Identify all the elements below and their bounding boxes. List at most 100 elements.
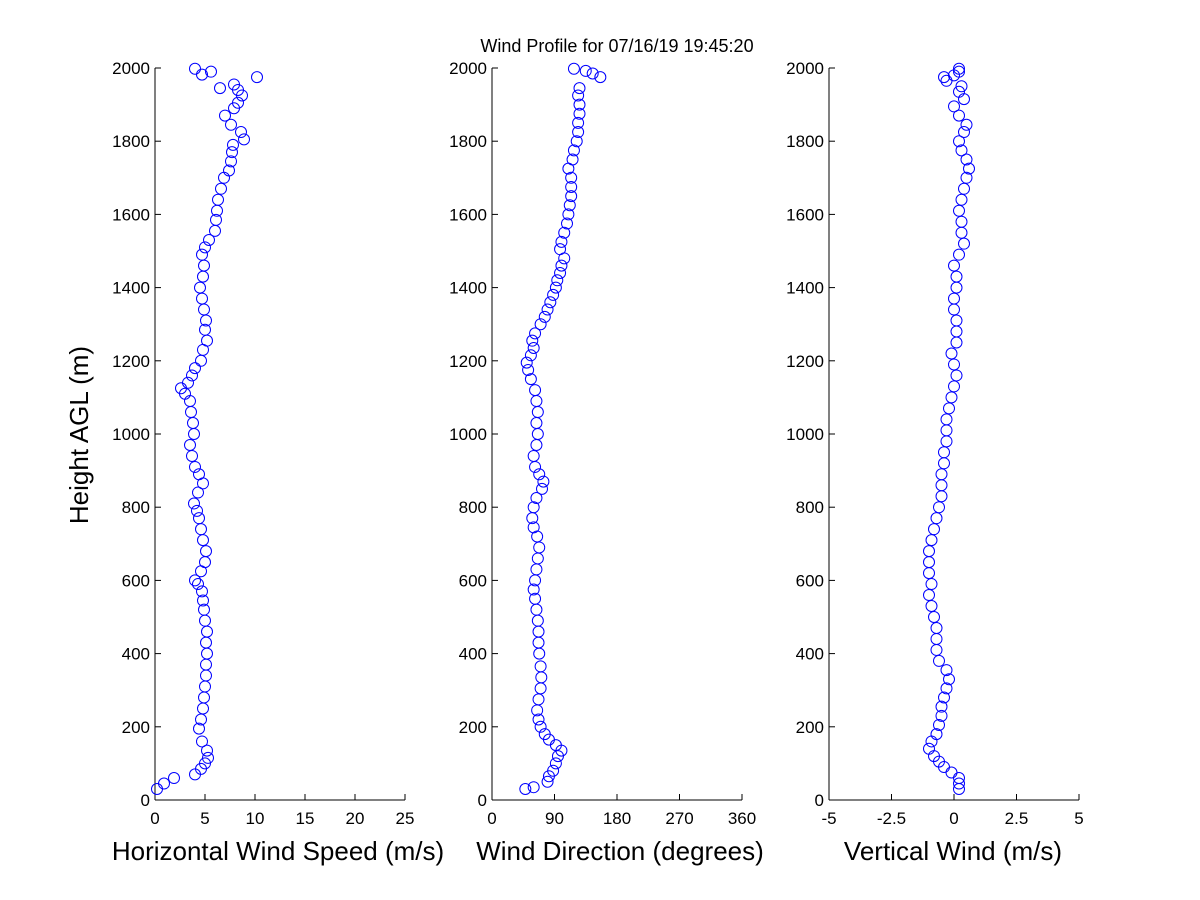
data-point [923,742,935,755]
x-tick-label: 20 [346,809,365,828]
y-tick-label: 800 [796,498,824,517]
data-point [531,552,544,565]
data-point [215,182,227,195]
data-point [933,718,945,731]
data-point [950,325,963,338]
data-point [534,318,547,331]
data-point [547,288,560,301]
data-point [534,660,547,673]
x-tick-label: -2.5 [877,809,906,828]
data-point [930,512,943,525]
data-point [537,475,550,488]
data-point [530,563,543,576]
data-point [923,545,935,558]
data-point [533,541,546,554]
data-point [197,534,209,547]
data-point [223,164,235,177]
y-tick-label: 1800 [449,132,487,151]
data-point [194,281,206,294]
data-point [530,603,543,616]
data-point [200,636,212,649]
data-point [184,438,196,451]
data-point [186,449,198,462]
data-point [940,664,953,677]
data-point [935,468,948,481]
data-point [930,621,943,634]
data-point [193,512,205,525]
y-tick-label: 800 [122,498,150,517]
x-tick-label: 180 [603,809,631,828]
data-point [531,428,544,440]
data-point [925,578,938,591]
vertical-wind-panel: 0 200 400 600 800 1000 1200 1400 1600 1800 2000 -5 -… [786,59,1084,866]
y-tick-label: 1000 [786,425,824,444]
data-point [943,673,955,686]
data-point [547,764,560,777]
data-point [945,391,958,404]
data-point [535,671,548,684]
data-point [197,270,209,283]
data-point [953,85,965,98]
data-point [529,592,542,605]
data-point [532,713,545,726]
data-point [940,435,953,448]
data-point [196,292,208,305]
data-point [198,303,210,316]
data-point [520,356,533,369]
data-point [935,479,948,492]
data-point [925,735,938,748]
data-point [938,457,950,470]
data-point [530,438,543,451]
horizontal-wind-speed-panel: 0 200 400 600 800 1000 1200 1400 1600 1800 2000 0 5 1… [112,59,444,866]
data-point [200,658,212,671]
data-point [533,647,546,660]
y-tick-label: 1400 [112,279,150,298]
data-point [541,303,554,316]
data-point [198,603,210,616]
data-point [943,402,955,415]
y-tick-label: 600 [796,571,824,590]
data-point [534,682,547,695]
data-point [532,693,545,706]
data-point [522,363,535,376]
data-point [549,757,562,770]
data-point [225,118,237,131]
x-tick-label: 2.5 [1005,809,1029,828]
data-point [193,722,205,735]
data-point [572,126,585,139]
y-tick-label: 2000 [786,59,824,78]
data-point [196,585,208,598]
y-tick-label: 400 [796,645,824,664]
x-tick-label: 90 [545,809,564,828]
x-tick-label: 270 [665,809,693,828]
data-point [227,138,239,151]
data-point [561,217,573,230]
data-point [923,589,935,602]
data-point [530,395,543,408]
y-tick-label: 200 [122,718,150,737]
data-point [935,700,948,713]
data-point [198,691,210,704]
y-tick-label: 1200 [449,352,487,371]
data-point [566,153,579,166]
y-tick-label: 1400 [449,279,487,298]
data-point [530,492,543,505]
data-point [549,281,562,294]
data-point [526,334,539,347]
data-point [199,241,211,254]
data-point [938,446,950,459]
data-point [573,98,586,111]
data-point [938,691,950,704]
data-point [214,82,226,95]
data-point [201,334,213,347]
data-point [953,204,965,217]
data-point [151,783,163,796]
y-tick-label: 2000 [112,59,150,78]
data-point [527,501,540,514]
data-point [527,341,540,354]
data-point [948,358,960,371]
data-point [531,406,544,419]
data-point [933,654,945,667]
data-point [533,468,546,481]
